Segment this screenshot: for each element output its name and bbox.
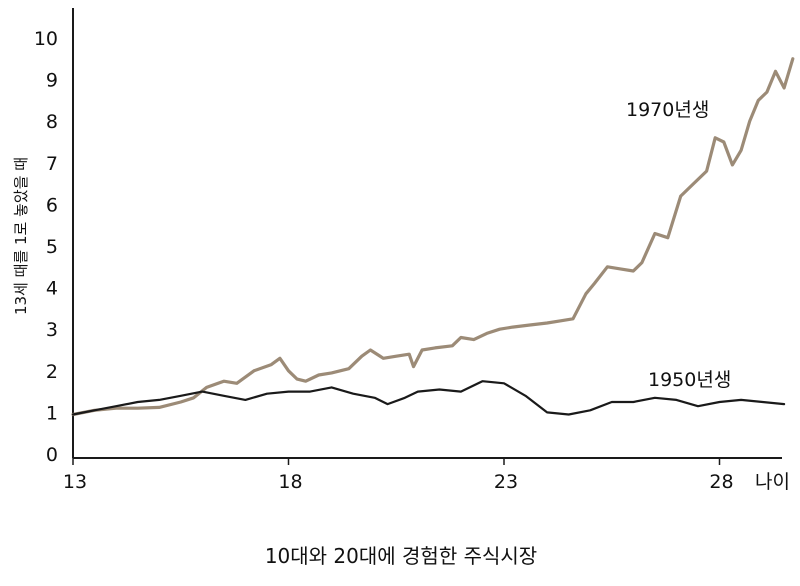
x-tick-label: 13 [63, 471, 87, 493]
y-tick-label: 5 [46, 236, 58, 258]
series-label-1950: 1950년생 [648, 369, 731, 391]
y-tick-label: 4 [46, 278, 58, 300]
x-tick-label: 18 [278, 471, 302, 493]
y-tick-label: 1 [46, 402, 58, 424]
series-lines [71, 57, 795, 417]
y-tick-label: 10 [34, 28, 58, 50]
x-tick-label: 23 [494, 471, 518, 493]
series-line-1950년생 [71, 380, 786, 416]
y-tick-label: 8 [46, 111, 58, 133]
x-tick-label: 28 [709, 471, 733, 493]
y-axis-label: 13세 때를 1로 놓았을 때 [12, 157, 30, 315]
y-tick-label: 2 [46, 361, 58, 383]
chart-title: 10대와 20대에 경험한 주식시장 [265, 544, 537, 568]
x-tick-labels: 13 18 23 28 [63, 458, 734, 493]
y-tick-label: 6 [46, 194, 58, 216]
y-tick-label: 0 [46, 444, 58, 466]
y-tick-label: 3 [46, 319, 58, 341]
axes [72, 8, 782, 459]
y-tick-labels: 0 1 2 3 4 5 6 7 8 9 10 [34, 28, 58, 466]
series-label-1970: 1970년생 [626, 99, 709, 121]
series-line-1970년생 [71, 57, 795, 417]
y-tick-label: 7 [46, 153, 58, 175]
x-axis-label: 나이 [755, 471, 790, 493]
y-tick-label: 9 [46, 70, 58, 92]
